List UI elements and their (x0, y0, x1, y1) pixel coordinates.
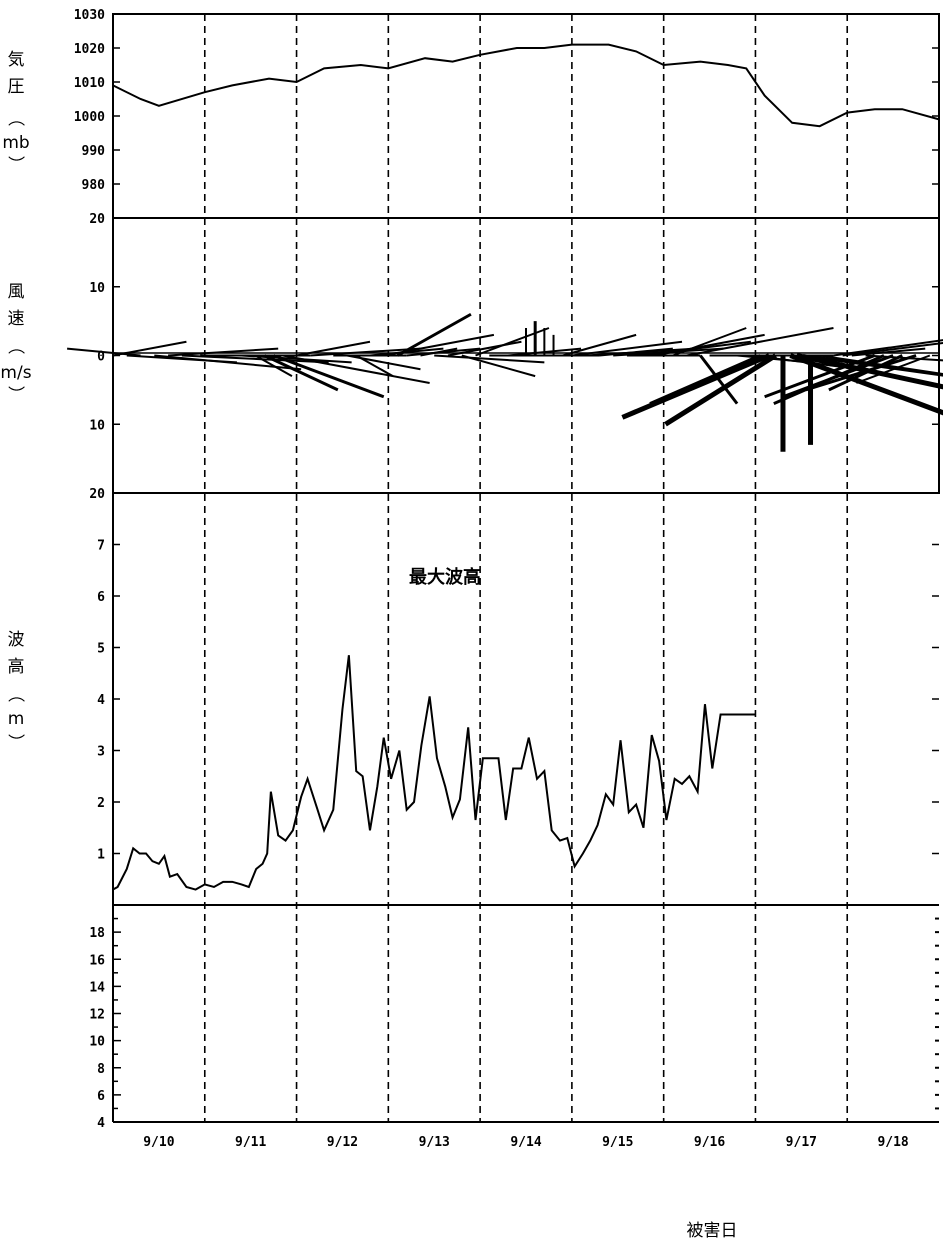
wind-vector (805, 354, 917, 392)
wave-tick-label: 3 (97, 745, 105, 760)
wind-vector (802, 354, 943, 377)
wind-vector (699, 354, 739, 405)
wind-vector (434, 354, 545, 364)
wind-ylabel-unit: m/s (0, 363, 31, 383)
wave-tick-label: 1 (97, 848, 105, 863)
wind-vector (851, 347, 926, 357)
wind-vector (273, 354, 385, 399)
wind-vector (396, 312, 472, 357)
pressure-ylabel: 気 圧 （ mb ） (2, 50, 29, 173)
wave-ylabel-paren-close: ） (5, 734, 25, 751)
pressure-series-line (112, 43, 940, 128)
wind-vector (254, 354, 293, 377)
pressure-tick-label: 980 (82, 178, 106, 193)
lower-panel-tick-label: 8 (97, 1062, 105, 1077)
wind-vector (282, 354, 430, 384)
wave-tick-label: 7 (97, 539, 105, 554)
x-tick-label: 9/11 (235, 1135, 266, 1150)
x-tick-label: 9/14 (510, 1135, 541, 1150)
wind-vector (447, 340, 522, 357)
wave-height-series-line (112, 655, 756, 891)
wave-tick-label: 6 (97, 590, 105, 605)
axis-tick-labels: 9/10 9/11 9/12 9/13 9/14 9/15 9/16 9/17 9/18 980 9… (74, 8, 909, 1150)
wind-vector (475, 327, 550, 357)
wind-ylabel-paren-open: （ (5, 338, 25, 355)
pressure-tick-label: 1010 (74, 76, 105, 91)
wind-vector (296, 340, 371, 357)
wave-tick-label: 5 (97, 642, 105, 657)
pressure-panel-frame (112, 13, 940, 219)
wind-tick-label: 20 (89, 487, 105, 502)
pressure-ylabel-unit: mb (2, 133, 29, 153)
lower-panel-tick-label: 4 (97, 1116, 105, 1131)
wind-vector (789, 353, 943, 416)
wind-tick-label: 20 (89, 212, 105, 227)
wind-vector (599, 347, 673, 357)
wind-ylabel: 風 速 （ m/s ） (0, 282, 31, 403)
wind-vector (562, 333, 637, 357)
wind-vector (181, 354, 329, 364)
wave-ylabel-unit: m (8, 709, 25, 729)
x-tick-label: 9/18 (877, 1135, 908, 1150)
wind-vector (664, 353, 777, 427)
lower-panel-tick-label: 14 (89, 980, 105, 995)
lower-panel-tick-label: 10 (89, 1035, 105, 1050)
wind-vector (355, 354, 394, 377)
wind-vector (819, 354, 943, 375)
wind-vector (67, 347, 141, 357)
wind-ylabel-char-1: 風 (8, 282, 25, 302)
wind-vector (310, 347, 421, 357)
lower-panel-tick-label: 16 (89, 953, 105, 968)
wind-ylabel-char-2: 速 (8, 309, 25, 329)
wind-vector (842, 341, 943, 357)
x-tick-label: 9/16 (694, 1135, 725, 1150)
wind-vectors (67, 312, 943, 452)
wind-vector (461, 354, 536, 378)
max-wave-annotation: 最大波高 (409, 566, 481, 588)
pressure-ylabel-paren-close: ） (5, 156, 25, 173)
pressure-ylabel-char-1: 気 (8, 50, 25, 70)
lower-panel-tick-label: 12 (89, 1008, 105, 1023)
lower-panel-tick-label: 18 (89, 926, 105, 941)
pressure-tick-label: 1020 (74, 42, 105, 57)
lower-panel-tick-label: 6 (97, 1089, 105, 1104)
wind-vector (833, 339, 943, 357)
x-axis-title: 被害日 (687, 1221, 738, 1241)
x-tick-label: 9/12 (327, 1135, 358, 1150)
pressure-tick-label: 990 (82, 144, 106, 159)
pressure-tick-label: 1000 (74, 110, 105, 125)
axis-ticks (113, 13, 939, 1123)
wave-ylabel-char-1: 波 (8, 630, 25, 650)
x-tick-label: 9/15 (602, 1135, 633, 1150)
x-tick-label: 9/17 (786, 1135, 817, 1150)
wave-ylabel: 波 高 （ m ） (5, 630, 25, 751)
wind-vector (672, 327, 747, 357)
x-tick-label: 9/13 (419, 1135, 450, 1150)
wind-vector (571, 340, 683, 357)
pressure-tick-label: 1030 (74, 8, 105, 23)
wind-vector (856, 354, 931, 384)
wind-vector (168, 347, 279, 357)
wind-vector (782, 354, 894, 399)
wind-vector (420, 347, 458, 357)
wind-vector (796, 353, 943, 390)
wind-vector (686, 327, 834, 357)
wind-vector (764, 354, 876, 399)
wave-tick-label: 4 (97, 693, 105, 708)
wave-tick-label: 2 (97, 796, 105, 811)
wave-ylabel-char-2: 高 (8, 657, 25, 677)
day-boundary-lines (203, 14, 849, 1122)
wind-vector (621, 353, 771, 420)
wind-tick-label: 10 (89, 281, 105, 296)
wind-vector (263, 354, 339, 392)
wind-vector (654, 333, 765, 357)
pressure-ylabel-paren-open: （ (5, 110, 25, 127)
wind-tick-label: 0 (97, 350, 105, 365)
pressure-ylabel-char-2: 圧 (8, 77, 25, 97)
wind-tick-label: 10 (89, 418, 105, 433)
wave-ylabel-paren-open: （ (5, 686, 25, 703)
wind-ylabel-paren-close: ） (5, 386, 25, 403)
x-tick-label: 9/10 (143, 1135, 174, 1150)
